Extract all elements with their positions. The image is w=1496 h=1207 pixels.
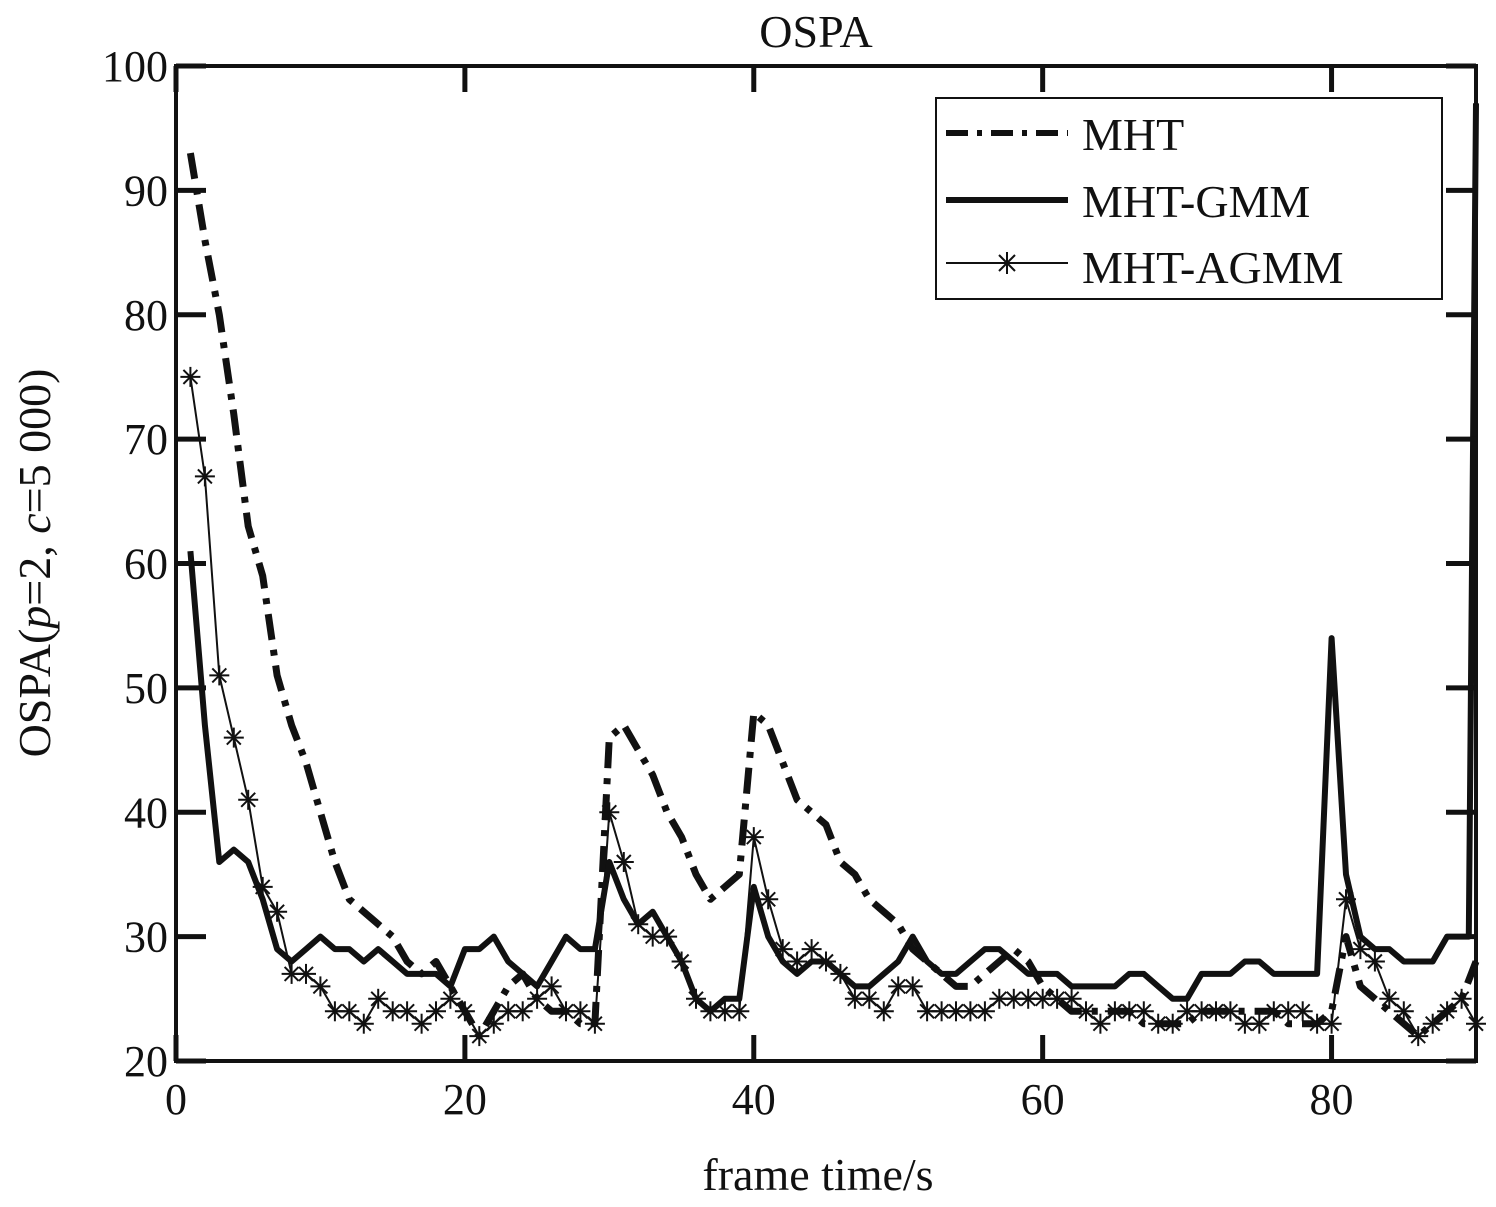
y-tick-label: 40 bbox=[124, 788, 168, 837]
series-mht-gmm bbox=[187, 103, 1479, 1015]
data-point-mht-agmm bbox=[541, 976, 562, 997]
chart-title: OSPA bbox=[759, 6, 872, 57]
data-point-mht-agmm bbox=[180, 366, 201, 387]
data-point-mht-agmm bbox=[1090, 1013, 1111, 1034]
data-point-mht-agmm bbox=[729, 1001, 750, 1022]
data-point-mht-agmm bbox=[310, 976, 331, 997]
data-point-mht-agmm bbox=[613, 852, 634, 872]
data-point-mht-agmm bbox=[859, 988, 880, 1009]
x-tick-label: 0 bbox=[165, 1075, 187, 1124]
data-point-mht-agmm bbox=[1466, 1013, 1486, 1034]
data-point-mht-agmm bbox=[238, 789, 259, 810]
data-point-mht-agmm bbox=[411, 1013, 432, 1034]
y-tick-label: 100 bbox=[102, 42, 168, 91]
y-tick-label: 80 bbox=[124, 291, 168, 340]
series-layer bbox=[180, 103, 1486, 1047]
data-point-mht-agmm bbox=[743, 827, 764, 848]
data-point-mht-agmm bbox=[873, 1001, 894, 1022]
y-label-prefix: OSPA( bbox=[9, 629, 60, 758]
series-line-mht-gmm bbox=[187, 103, 1479, 1015]
data-point-mht-agmm bbox=[1364, 951, 1385, 972]
y-tick-label: 30 bbox=[124, 913, 168, 962]
y-label-p-symbol: p bbox=[9, 606, 60, 632]
x-tick-label: 20 bbox=[443, 1075, 487, 1124]
data-point-mht-agmm bbox=[440, 988, 461, 1009]
data-point-mht-agmm bbox=[758, 889, 779, 910]
legend-star-marker bbox=[996, 252, 1018, 274]
y-axis-label: OSPA(p=2, c=5 000) bbox=[9, 369, 60, 758]
data-point-mht-agmm bbox=[1249, 1013, 1270, 1034]
data-point-mht-agmm bbox=[1379, 988, 1400, 1009]
data-point-mht-agmm bbox=[642, 926, 663, 947]
data-point-mht-agmm bbox=[902, 976, 923, 997]
y-label-middle: =2, bbox=[9, 534, 60, 606]
data-point-mht-agmm bbox=[801, 939, 822, 960]
series-mht bbox=[186, 152, 1480, 1040]
legend-label-mht-gmm: MHT-GMM bbox=[1082, 176, 1310, 227]
x-tick-label: 60 bbox=[1021, 1075, 1065, 1124]
data-point-mht-agmm bbox=[339, 1001, 360, 1022]
x-tick-label: 40 bbox=[732, 1075, 776, 1124]
y-label-c-symbol: c bbox=[9, 513, 60, 533]
y-tick-label: 90 bbox=[124, 166, 168, 215]
y-tick-label: 20 bbox=[124, 1037, 168, 1086]
data-point-mht-agmm bbox=[1422, 1013, 1443, 1034]
data-point-mht-agmm bbox=[368, 988, 389, 1009]
data-point-mht-agmm bbox=[570, 1001, 591, 1022]
data-point-mht-agmm bbox=[267, 901, 288, 922]
data-point-mht-agmm bbox=[844, 988, 865, 1009]
data-point-mht-agmm bbox=[1133, 1001, 1154, 1022]
series-line-mht bbox=[186, 152, 1480, 1040]
y-label-suffix: =5 000) bbox=[9, 369, 60, 514]
y-tick-label: 70 bbox=[124, 415, 168, 464]
data-point-mht-agmm bbox=[209, 665, 230, 686]
series-line-mht-agmm bbox=[189, 376, 1477, 1038]
y-tick-label: 60 bbox=[124, 540, 168, 589]
series-mht-agmm bbox=[180, 366, 1486, 1047]
legend: MHT MHT-GMM MHT-AGMM bbox=[935, 97, 1443, 300]
x-tick-label: 80 bbox=[1310, 1075, 1354, 1124]
data-point-mht-agmm bbox=[1292, 1001, 1313, 1022]
data-point-mht-agmm bbox=[397, 1001, 418, 1022]
data-point-mht-agmm bbox=[194, 466, 215, 487]
x-axis-label: frame time/s bbox=[702, 1149, 933, 1200]
data-point-mht-agmm bbox=[1234, 1013, 1255, 1034]
data-point-mht-agmm bbox=[512, 1001, 533, 1022]
data-point-mht-agmm bbox=[296, 963, 316, 984]
legend-label-mht-agmm: MHT-AGMM bbox=[1082, 242, 1344, 293]
data-point-mht-agmm bbox=[974, 1001, 995, 1022]
data-point-mht-agmm bbox=[353, 1013, 374, 1034]
data-point-mht-agmm bbox=[223, 727, 244, 748]
legend-label-mht: MHT bbox=[1082, 109, 1184, 160]
data-point-mht-agmm bbox=[426, 1001, 446, 1022]
y-tick-label: 50 bbox=[124, 664, 168, 713]
